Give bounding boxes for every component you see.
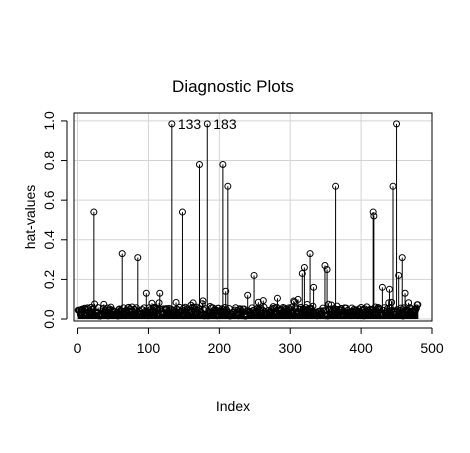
data-point (414, 301, 422, 309)
data-point (385, 285, 393, 293)
data-point (232, 304, 240, 312)
data-point (237, 312, 245, 320)
data-point (91, 300, 99, 308)
data-point (199, 297, 207, 305)
data-point (198, 300, 206, 308)
data-point (180, 304, 188, 312)
data-point (244, 291, 252, 299)
data-point (224, 182, 232, 190)
data-point (172, 298, 180, 306)
y-axis: 0.0 0.2 0.4 0.6 0.8 1.0 (41, 111, 68, 329)
data-point (94, 304, 102, 312)
data-point (321, 262, 329, 270)
data-point (269, 303, 277, 311)
annotations: 133 183 (178, 116, 237, 132)
y-tick-label: 0.4 (41, 230, 57, 250)
data-point (219, 161, 227, 169)
data-point (332, 182, 340, 190)
data-point (250, 271, 258, 279)
data-point (168, 120, 176, 128)
x-tick-label: 200 (208, 340, 232, 356)
data-point (142, 289, 150, 297)
data-point (254, 298, 262, 306)
data-point (205, 309, 213, 317)
x-axis: 0 100 200 300 400 500 (74, 327, 444, 356)
data-point (134, 254, 142, 262)
data-point (178, 208, 186, 216)
x-tick-label: 0 (74, 340, 82, 356)
y-tick-label: 1.0 (41, 111, 57, 131)
data-point (389, 182, 397, 190)
data-point (300, 264, 308, 272)
data-points (74, 120, 422, 320)
data-point (309, 302, 317, 310)
data-point (342, 308, 350, 316)
y-axis-title: hat-values (22, 185, 38, 250)
x-tick-label: 500 (420, 340, 444, 356)
data-point (118, 250, 126, 258)
data-point (412, 304, 420, 312)
data-point (203, 120, 211, 128)
data-point (395, 271, 403, 279)
data-point (156, 289, 164, 297)
y-tick-label: 0.8 (41, 151, 57, 171)
y-tick-label: 0.2 (41, 269, 57, 289)
data-point (310, 283, 318, 291)
data-point (371, 303, 379, 311)
data-point (323, 265, 331, 273)
data-point (401, 289, 409, 297)
data-point (329, 312, 337, 320)
data-point (307, 304, 315, 312)
x-tick-label: 300 (279, 340, 303, 356)
stem-lines (77, 123, 419, 320)
point-label: 133 (178, 116, 202, 132)
grid-lines (74, 113, 433, 321)
data-point (195, 161, 203, 169)
y-tick-label: 0.6 (41, 190, 57, 210)
data-point (90, 208, 98, 216)
data-point (369, 208, 377, 216)
data-point (140, 304, 148, 312)
data-point (385, 299, 393, 307)
data-point (378, 283, 386, 291)
y-tick-label: 0.0 (41, 309, 57, 329)
data-point (155, 299, 163, 307)
data-point (290, 297, 298, 305)
data-point (306, 250, 314, 258)
data-point (370, 212, 378, 220)
data-point (393, 120, 401, 128)
data-point (398, 254, 406, 262)
chart-title: Diagnostic Plots (172, 77, 294, 96)
data-point (264, 310, 272, 318)
data-point (388, 298, 396, 306)
data-point (294, 295, 302, 303)
data-point (405, 299, 413, 307)
x-axis-title: Index (216, 398, 250, 414)
data-point (222, 287, 230, 295)
point-label: 183 (213, 116, 237, 132)
data-point (399, 312, 407, 320)
x-tick-label: 100 (137, 340, 161, 356)
data-point (273, 294, 281, 302)
data-point (343, 310, 351, 318)
x-tick-label: 400 (349, 340, 373, 356)
data-point (189, 299, 197, 307)
data-point (298, 269, 306, 277)
plot-frame (73, 112, 433, 322)
data-point (259, 297, 267, 305)
data-point (376, 305, 384, 313)
